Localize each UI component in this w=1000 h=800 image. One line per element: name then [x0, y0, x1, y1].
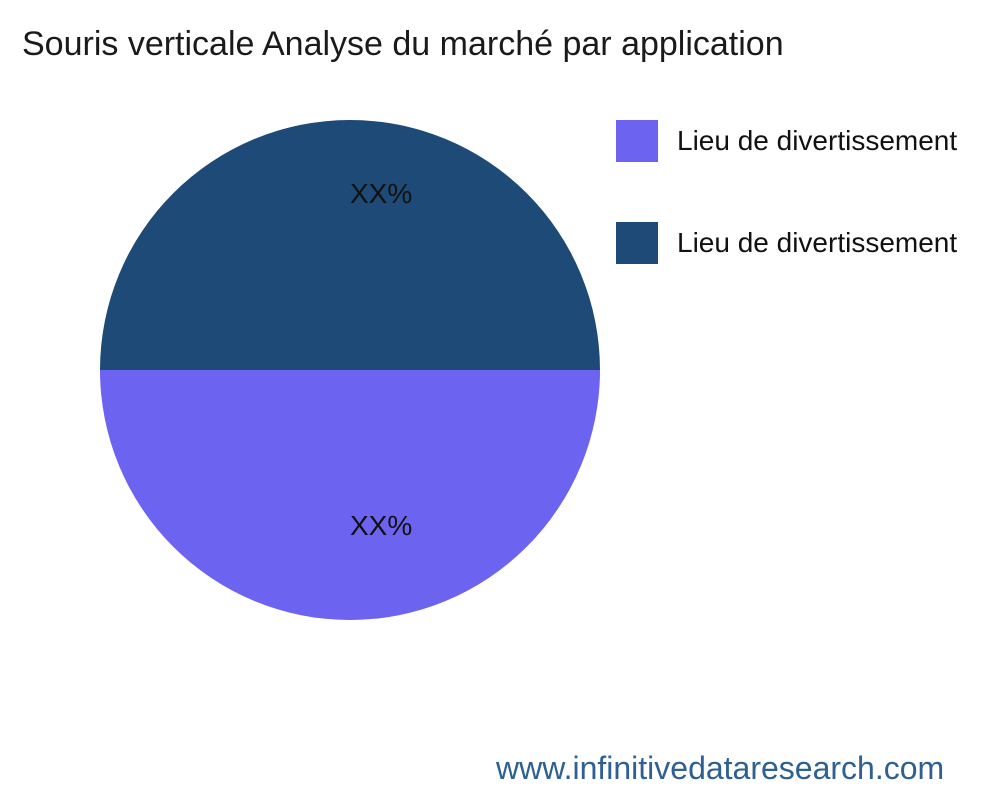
legend-label: Lieu de divertissement	[677, 125, 958, 156]
legend-item-1: Lieu de divertissement	[616, 222, 957, 264]
slice-value-label-top: XX%	[350, 178, 413, 209]
legend-item-0: Lieu de divertissement	[616, 120, 957, 162]
slice-value-label-bottom: XX%	[350, 510, 413, 541]
legend-swatch-navy	[616, 222, 658, 264]
pie-slice-top	[100, 120, 600, 370]
website-link[interactable]: www.infinitivedataresearch.com	[496, 750, 945, 786]
legend-swatch-purple	[616, 120, 658, 162]
chart-title: Souris verticale Analyse du marché par a…	[22, 25, 784, 63]
pie-chart: XX% XX%	[100, 120, 600, 620]
pie-slice-bottom	[100, 370, 600, 620]
legend-label: Lieu de divertissement	[677, 227, 958, 258]
